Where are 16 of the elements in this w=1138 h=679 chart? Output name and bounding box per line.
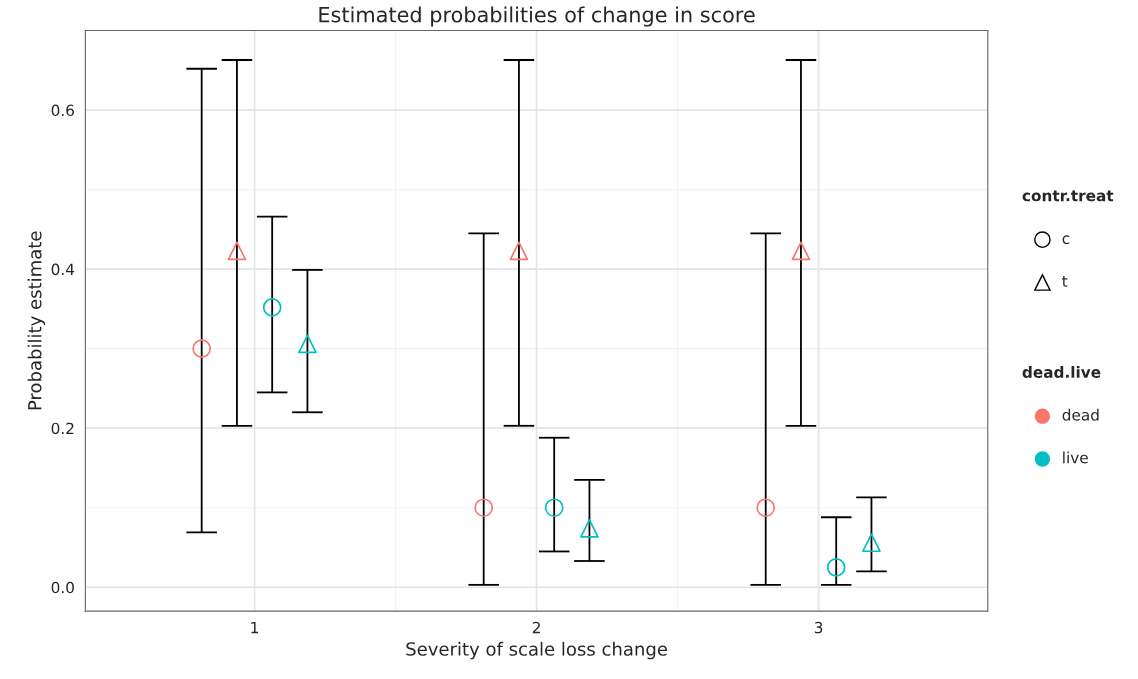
- x-tick-label: 2: [532, 621, 540, 634]
- x-axis-title: Severity of scale loss change: [406, 641, 667, 660]
- y-tick-label: 0.4: [51, 263, 75, 276]
- text: dead: [1062, 408, 1099, 421]
- text: contr.treat: [1022, 190, 1114, 202]
- y-tick-label: 0.0: [51, 581, 74, 594]
- text: t: [1062, 275, 1068, 287]
- text: c: [1062, 235, 1070, 245]
- chart-title: Estimated probabilities of change in score: [319, 6, 755, 27]
- text: dead.live: [1022, 366, 1101, 378]
- y-tick-label: 0.6: [51, 104, 74, 117]
- x-tick-label: 1: [251, 621, 259, 634]
- text: live: [1063, 451, 1088, 464]
- y-axis-title: Probability estimate: [27, 231, 46, 410]
- x-tick-label: 3: [814, 621, 823, 634]
- y-tick-label: 0.2: [51, 422, 74, 435]
